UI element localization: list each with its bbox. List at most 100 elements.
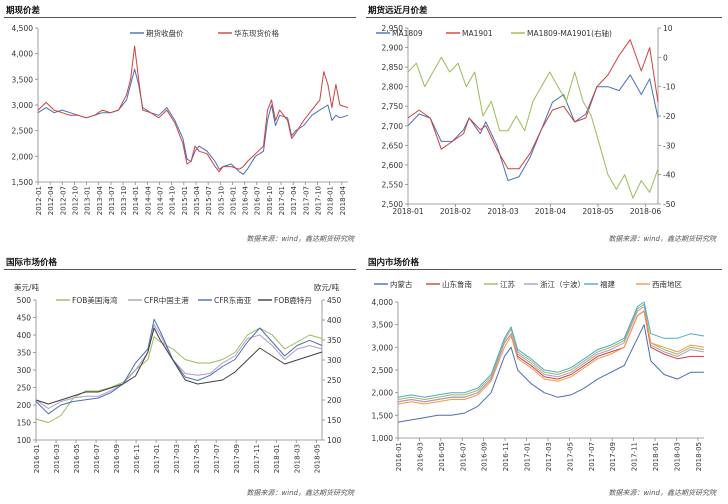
y-tick-label: 2,000: [12, 152, 34, 161]
x-tick-label: 2017-05: [193, 444, 201, 473]
y-tick-label: 4,000: [12, 50, 34, 59]
x-tick-label: 2016-10: [266, 186, 274, 215]
x-tick-label: 2018-05: [695, 442, 703, 471]
y2-tick-label: -50: [663, 200, 675, 209]
y2-tick-label: -20: [663, 112, 675, 121]
chart-calendar-spread: 2,500 2,550 2,600 2,650 2,700 2,750 2,800 2,850…: [376, 24, 675, 216]
source-note: 数据来源：wind，鑫达期货研究院: [246, 489, 354, 497]
y-tick-label: 400: [17, 331, 32, 340]
x-tick-label: 2016-04: [242, 185, 250, 215]
y2-tick-label: -40: [663, 171, 675, 180]
series-line: [35, 327, 323, 405]
series-line: [397, 303, 705, 400]
x-tick-label: 2017-09: [233, 444, 241, 473]
series-line: [397, 324, 704, 423]
legend-label: MA1809: [392, 29, 423, 38]
series-line: [397, 310, 704, 403]
y-tick-label: 500: [17, 296, 32, 305]
y-tick-label: 100: [17, 436, 32, 445]
series-line: [407, 74, 659, 181]
x-tick-label: 2014-10: [169, 186, 177, 215]
x-tick-label: 2015-04: [193, 185, 201, 215]
series-line: [397, 306, 705, 403]
y-tick-label: 1,500: [12, 178, 34, 187]
legend-label: 期货收盘价: [146, 28, 184, 38]
y2-tick-label: 10: [663, 24, 673, 33]
y-tick-label: 3,000: [12, 101, 34, 110]
series-line: [397, 301, 705, 398]
panel-calendar-spread: 期货远近月价差 2,500 2,550 2,600 2,650 2,700 2,750 2,…: [364, 0, 728, 252]
legend-label: 西南地区: [652, 279, 682, 289]
y2-tick-label: 350: [327, 336, 342, 345]
y-tick-label: 2,850: [382, 63, 404, 72]
x-tick-label: 2013-04: [96, 185, 104, 215]
legend-label: 华东现货价格: [234, 28, 279, 38]
x-tick-label: 2018-04: [535, 207, 567, 216]
y2-tick-label: 300: [327, 356, 342, 365]
y-tick-label: 3,000: [372, 343, 394, 352]
y-tick-label: 2,600: [382, 161, 404, 170]
x-tick-label: 2016-03: [53, 444, 61, 473]
x-tick-label: 2016-01: [395, 442, 403, 471]
x-tick-label: 2016-05: [438, 442, 446, 471]
x-tick-label: 2017-09: [609, 442, 617, 471]
y-tick-label: 2,800: [382, 83, 404, 92]
y-tick-label: 3,500: [372, 321, 394, 330]
y-tick-label: 2,700: [382, 122, 404, 131]
series-line: [397, 310, 705, 405]
series-line: [35, 324, 323, 409]
x-tick-label: 2014-04: [144, 185, 152, 215]
legend-label: MA1901: [462, 29, 493, 38]
x-tick-label: 2018-05: [313, 444, 321, 473]
x-tick-label: 2016-01: [229, 186, 237, 215]
title-divider: [4, 269, 356, 270]
x-tick-label: 2015-07: [205, 186, 213, 215]
series-line: [35, 327, 323, 423]
y2-tick-label: -30: [663, 141, 675, 150]
x-tick-label: 2016-07: [254, 186, 262, 215]
x-tick-label: 2015-10: [217, 186, 225, 215]
y-axis-label: 美元/吨: [14, 282, 40, 292]
x-tick-label: 2018-03: [673, 442, 681, 471]
x-tick-label: 2016-05: [73, 444, 81, 473]
x-tick-label: 2012-07: [59, 186, 67, 215]
x-tick-label: 2018-05: [582, 207, 614, 216]
panel-title: 国际市场价格: [6, 258, 58, 268]
chart-basis-spread: 1,500 2,000 2,500 3,000 3,500 4,000 4,500 2012-…: [12, 24, 349, 215]
x-tick-label: 2015-01: [181, 186, 189, 215]
x-tick-label: 2018-03: [293, 444, 301, 473]
y2-tick-label: 250: [327, 376, 342, 385]
legend-label: CFR中国主港: [144, 295, 189, 305]
title-divider: [4, 17, 356, 18]
y-tick-label: 4,000: [372, 298, 394, 307]
x-tick-label: 2014-07: [157, 186, 165, 215]
x-tick-label: 2016-01: [33, 444, 41, 473]
y-tick-label: 2,500: [372, 366, 394, 375]
chart-domestic-price: 1,000 1,500 2,000 2,500 3,000 3,500 4,000 2016-…: [372, 279, 705, 471]
y2-tick-label: 450: [327, 296, 342, 305]
y-tick-label: 2,500: [382, 200, 404, 209]
y-tick-label: 350: [17, 349, 32, 358]
chart-international-price: 100 150 200 250 300 350 400 450 500 100 150 200 250 3…: [14, 282, 342, 473]
y-tick-label: 2,900: [382, 44, 404, 53]
y-tick-label: 2,950: [382, 24, 404, 33]
y-tick-label: 2,650: [382, 141, 404, 150]
legend-label: FOB鹿特丹: [274, 295, 312, 305]
legend-label: 江苏: [500, 279, 515, 289]
y-tick-label: 2,500: [12, 127, 34, 136]
x-tick-label: 2017-07: [588, 442, 596, 471]
x-tick-label: 2012-10: [71, 186, 79, 215]
y2-tick-label: 150: [327, 416, 342, 425]
source-note: 数据来源：wind，鑫达期货研究院: [246, 235, 354, 243]
x-tick-label: 2012-04: [47, 185, 55, 215]
x-tick-label: 2017-10: [314, 186, 322, 215]
x-tick-label: 2013-01: [84, 186, 92, 215]
x-tick-label: 2017-07: [302, 186, 310, 215]
y-tick-label: 450: [17, 314, 32, 323]
y-tick-label: 1,500: [372, 411, 394, 420]
y-tick-label: 1,000: [372, 434, 394, 443]
x-tick-label: 2013-07: [108, 186, 116, 215]
panel-international-price: 国际市场价格 100 150 200 250 300 350 400 450 500 100 150…: [0, 252, 364, 504]
panel-basis-spread: 期现价差 1,500 2,000 2,500 3,000 3,500 4,000 4,500…: [0, 0, 364, 252]
x-tick-label: 2017-01: [153, 444, 161, 473]
